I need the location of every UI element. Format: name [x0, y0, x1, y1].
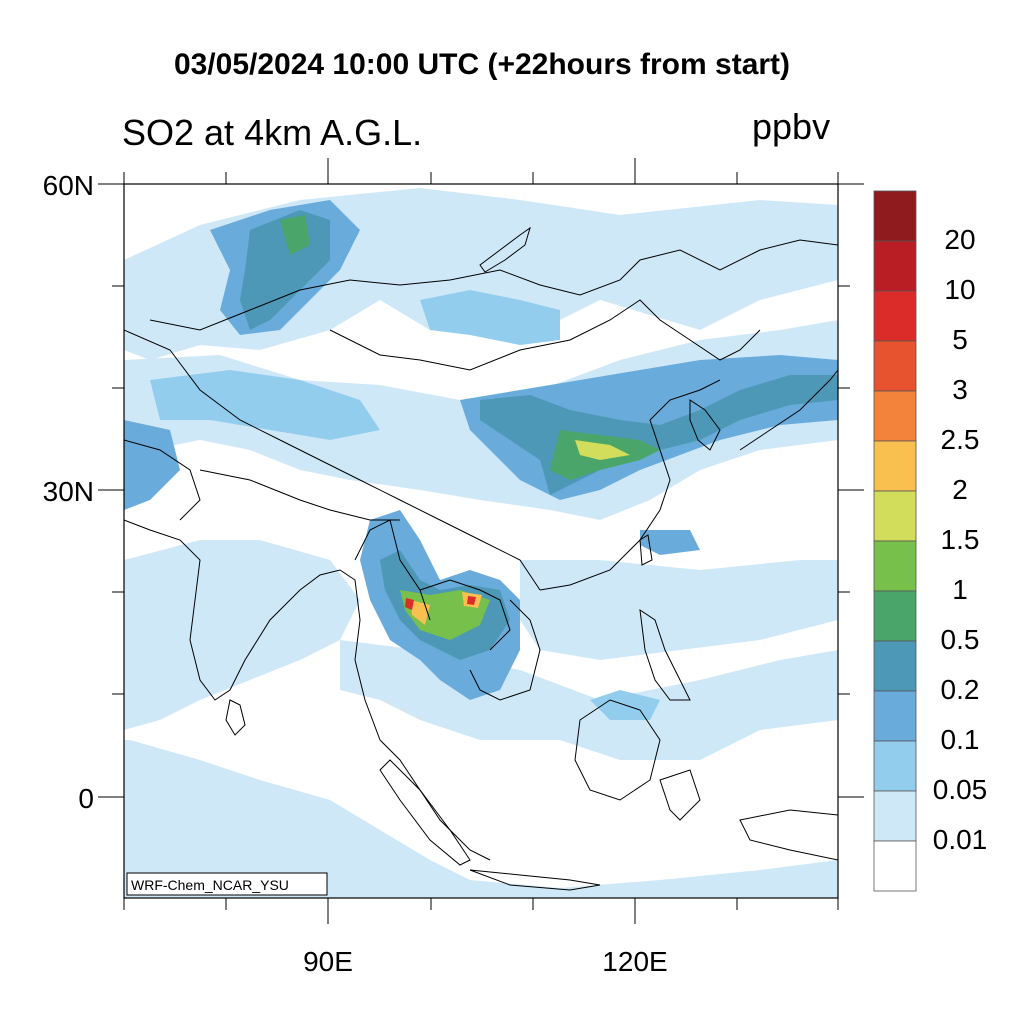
legend-swatch — [873, 740, 917, 792]
plume-siberia-hot — [280, 215, 310, 255]
coastline-sulawesi — [659, 769, 701, 821]
legend-label: 1 — [952, 574, 968, 605]
legend-label: 2 — [952, 474, 968, 505]
credit-text: WRF-Chem_NCAR_YSU — [131, 877, 289, 893]
coastline-china — [539, 379, 721, 591]
border-himalaya — [199, 469, 400, 521]
units-label: ppbv — [752, 106, 831, 147]
legend-label: 5 — [952, 324, 968, 355]
legend-label: 0.2 — [940, 674, 980, 705]
plume-taiwan — [640, 530, 700, 555]
legend-label: 1.5 — [940, 524, 980, 555]
border-mongolia-china — [329, 299, 761, 371]
legend-label: 10 — [944, 274, 976, 305]
lat-label-30n: 30N — [42, 476, 94, 507]
map-title: 03/05/2024 10:00 UTC (+22hours from star… — [173, 48, 791, 81]
coastline-borneo — [574, 699, 661, 801]
coastline-srilanka — [225, 699, 246, 736]
color-legend — [873, 190, 917, 892]
lon-label-90e: 90E — [303, 946, 353, 977]
coastline-india — [124, 519, 361, 701]
border-kazakh — [124, 329, 281, 441]
plume-bottom — [124, 740, 838, 898]
coastline-sumatra — [379, 759, 471, 866]
variable-subtitle: SO2 at 4km A.G.L. — [122, 112, 423, 153]
legend-swatch — [873, 240, 917, 292]
coastlines-and-borders — [124, 226, 838, 891]
coastline-korea — [689, 399, 721, 451]
border-thailand-laos — [419, 579, 511, 651]
legend-swatch — [873, 790, 917, 842]
plume-mongolia — [420, 290, 560, 345]
legend-swatch — [873, 440, 917, 492]
so2-concentration-field — [124, 188, 838, 898]
coastline-japan — [739, 369, 838, 451]
legend-swatch — [873, 390, 917, 442]
credit-box: WRF-Chem_NCAR_YSU — [126, 872, 328, 896]
legend-swatch — [873, 490, 917, 542]
legend-swatch — [873, 690, 917, 742]
plume-indochina-red-2 — [467, 596, 476, 605]
coastline-newguinea — [739, 809, 838, 861]
coastline-philippines — [639, 608, 691, 701]
axis-ticks — [98, 158, 864, 924]
legend-label: 20 — [944, 224, 976, 255]
coastline-vietnam — [469, 599, 541, 701]
legend-label: 0.01 — [932, 824, 988, 855]
coastline-indochina — [354, 659, 491, 861]
plume-indochina-red-1 — [405, 598, 414, 610]
map-frame — [123, 183, 839, 899]
coastline-java — [469, 869, 601, 891]
legend-swatch — [873, 590, 917, 642]
legend-label: 2.5 — [940, 424, 980, 455]
legend-swatch — [873, 190, 917, 242]
border-myanmar — [354, 519, 431, 621]
legend-swatch — [873, 540, 917, 592]
legend-label: 0.05 — [932, 774, 988, 805]
lat-label-0: 0 — [78, 783, 94, 814]
border-tibet — [279, 439, 541, 591]
plume-west-edge — [124, 420, 180, 510]
legend-label: 0.1 — [940, 724, 980, 755]
lat-label-60n: 60N — [42, 170, 94, 201]
lon-label-120e: 120E — [602, 946, 668, 977]
legend-label: 3 — [952, 374, 968, 405]
border-russia-mongolia — [149, 239, 838, 331]
plume-southeast-band — [520, 560, 838, 660]
coastline-taiwan — [639, 534, 653, 566]
legend-swatch — [873, 840, 917, 892]
legend-swatch — [873, 640, 917, 692]
lake-baikal — [479, 226, 531, 273]
legend-label: 0.5 — [940, 624, 980, 655]
plume-kazakh — [150, 370, 380, 440]
plume-south-west — [124, 540, 360, 730]
border-pakistan — [124, 439, 201, 521]
legend-swatch — [873, 340, 917, 392]
plume-north-china-peak — [575, 440, 630, 460]
legend-swatch — [873, 290, 917, 342]
